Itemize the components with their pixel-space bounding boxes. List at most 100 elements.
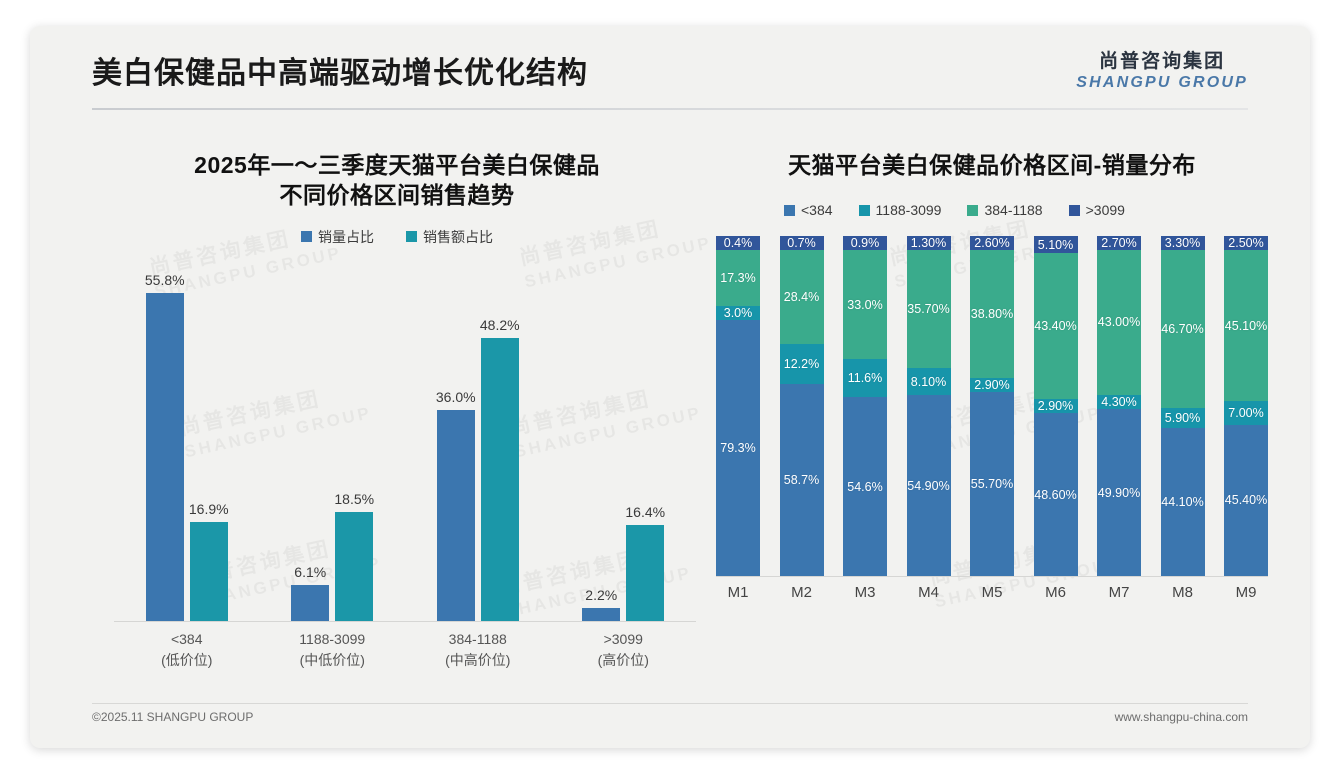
bar-column[interactable]: 16.4%: [625, 269, 666, 621]
stack-segment-label: 1.30%: [910, 236, 947, 251]
stack-segment[interactable]: 28.4%: [779, 250, 824, 344]
bar-column[interactable]: 16.9%: [189, 269, 229, 621]
stack-segment[interactable]: 46.70%: [1160, 250, 1205, 408]
footer-divider: [92, 703, 1248, 704]
stack-segment[interactable]: 45.10%: [1224, 250, 1268, 402]
bar-column[interactable]: 18.5%: [334, 269, 374, 621]
stacked-bar-column[interactable]: 0.4% 17.3% 3.0% 79.3%: [716, 236, 760, 577]
stack-segment[interactable]: 0.4%: [716, 236, 760, 251]
stack-segment[interactable]: 7.00%: [1224, 401, 1268, 425]
stack-segment-label: 2.60%: [974, 236, 1010, 251]
legend-item[interactable]: 销量占比: [301, 227, 374, 247]
stack-segment[interactable]: 54.90%: [906, 395, 951, 577]
legend-swatch-icon: [301, 231, 312, 243]
legend-item[interactable]: 销售额占比: [406, 227, 493, 247]
legend-label: >3099: [1085, 202, 1125, 219]
stack-segment[interactable]: 12.2%: [779, 343, 824, 384]
stack-segment-label: 49.90%: [1097, 485, 1141, 500]
stack-segment[interactable]: 43.00%: [1097, 250, 1141, 395]
bar-group: 55.8% 16.9%: [114, 269, 260, 621]
bar-column[interactable]: 55.8%: [145, 269, 185, 621]
stack-segment-label: 0.9%: [850, 236, 880, 251]
stack-segment[interactable]: 2.70%: [1097, 236, 1141, 251]
bar[interactable]: [626, 524, 665, 621]
stack-segment[interactable]: 0.9%: [843, 236, 887, 251]
legend-item[interactable]: 384-1188: [967, 202, 1043, 218]
stacked-bar-column[interactable]: 2.50% 45.10% 7.00% 45.40%: [1224, 236, 1268, 577]
right-chart-legend: <384 1188-3099 384-1188 >3099: [706, 202, 1278, 218]
stack-segment[interactable]: 3.0%: [716, 306, 760, 321]
stack-segment[interactable]: 38.80%: [970, 250, 1014, 379]
stack-segment[interactable]: 5.10%: [1033, 236, 1078, 254]
category-sublabel: (中低价位): [299, 651, 365, 668]
bar-column[interactable]: 6.1%: [291, 269, 330, 621]
stack-segment[interactable]: 49.90%: [1097, 409, 1141, 577]
stacked-bar-column[interactable]: 2.70% 43.00% 4.30% 49.90%: [1097, 236, 1141, 577]
stack-segment[interactable]: 43.40%: [1033, 253, 1078, 400]
stack-segment[interactable]: 45.40%: [1224, 424, 1268, 577]
stack-segment[interactable]: 58.7%: [779, 383, 824, 577]
x-axis-month-label: M8: [1172, 584, 1193, 602]
bar-column[interactable]: 36.0%: [436, 269, 476, 621]
bar-value-label: 16.4%: [625, 503, 666, 520]
bar-value-label: 6.1%: [294, 563, 327, 580]
logo-english-name: SHANGPU GROUP: [1076, 74, 1248, 91]
stack-segment[interactable]: 33.0%: [843, 250, 887, 359]
footer-website[interactable]: www.shangpu-china.com: [1114, 710, 1248, 724]
slide: 尚普咨询集团 SHANGPU GROUP 尚普咨询集团 SHANGPU GROU…: [30, 26, 1310, 748]
stack-segment[interactable]: 44.10%: [1160, 427, 1205, 577]
stack-segment-label: 2.50%: [1228, 236, 1264, 251]
stack-segment[interactable]: 79.3%: [716, 320, 760, 577]
stack-segment[interactable]: 2.50%: [1224, 236, 1268, 251]
stack-segment[interactable]: 5.90%: [1160, 407, 1205, 428]
stack-segment-label: 2.90%: [974, 378, 1010, 393]
x-axis-month-label: M1: [727, 584, 749, 602]
stacked-bar-column[interactable]: 2.60% 38.80% 2.90% 55.70%: [970, 236, 1014, 577]
header-divider: [92, 108, 1248, 110]
legend-item[interactable]: 1188-3099: [858, 202, 941, 218]
stack-segment[interactable]: 8.10%: [906, 368, 951, 396]
left-chart-axis: [114, 620, 696, 622]
category-range: >3099: [603, 630, 643, 647]
bar-group: 2.2% 16.4%: [551, 269, 697, 621]
stack-segment[interactable]: 1.30%: [906, 236, 951, 251]
right-chart-plot: 0.4% 17.3% 3.0% 79.3% 0.7% 28.4% 12.2% 58.7% 0.9…: [706, 236, 1278, 636]
stack-segment[interactable]: 11.6%: [843, 358, 887, 397]
stack-segment[interactable]: 0.7%: [779, 236, 824, 251]
stack-segment[interactable]: 2.90%: [970, 378, 1014, 393]
legend-item[interactable]: <384: [784, 202, 833, 218]
bar[interactable]: [145, 293, 184, 621]
stack-segment-label: 8.10%: [910, 374, 947, 389]
bar[interactable]: [582, 607, 621, 621]
stacked-bar-column[interactable]: 1.30% 35.70% 8.10% 54.90%: [906, 236, 951, 577]
stacked-bar-column[interactable]: 0.7% 28.4% 12.2% 58.7%: [779, 236, 824, 577]
stack-segment[interactable]: 17.3%: [716, 250, 760, 307]
bar[interactable]: [189, 521, 228, 621]
stack-segment[interactable]: 2.60%: [970, 236, 1014, 251]
bar[interactable]: [291, 584, 330, 621]
stack-segment[interactable]: 3.30%: [1160, 236, 1205, 251]
stack-segment[interactable]: 54.6%: [843, 396, 887, 577]
stacked-bar-column[interactable]: 5.10% 43.40% 2.90% 48.60%: [1033, 236, 1078, 577]
bar[interactable]: [335, 512, 374, 621]
stack-segment-label: 33.0%: [847, 297, 883, 312]
stacked-bar-column[interactable]: 3.30% 46.70% 5.90% 44.10%: [1160, 236, 1205, 577]
stack-segment-label: 3.30%: [1164, 236, 1201, 251]
stack-segment[interactable]: 4.30%: [1097, 394, 1141, 409]
legend-label: 销量占比: [318, 228, 374, 245]
bar[interactable]: [436, 409, 475, 621]
stacked-bar-column[interactable]: 0.9% 33.0% 11.6% 54.6%: [843, 236, 887, 577]
bar-column[interactable]: 48.2%: [480, 269, 520, 621]
stack-segment[interactable]: 2.90%: [1033, 399, 1078, 414]
stack-segment-label: 38.80%: [970, 307, 1014, 322]
company-logo: 尚普咨询集团 SHANGPU GROUP: [1076, 52, 1248, 91]
stack-segment[interactable]: 35.70%: [906, 250, 951, 369]
stack-segment[interactable]: 48.60%: [1033, 413, 1078, 577]
category-sublabel: (中高价位): [445, 651, 511, 668]
bar-column[interactable]: 2.2%: [582, 269, 621, 621]
stack-segment[interactable]: 55.70%: [970, 392, 1014, 577]
bar[interactable]: [480, 337, 519, 621]
legend-item[interactable]: >3099: [1068, 202, 1125, 219]
stack-segment-label: 44.10%: [1161, 495, 1204, 510]
left-chart-title-line1: 2025年一～三季度天猫平台美白保健品: [194, 152, 600, 178]
